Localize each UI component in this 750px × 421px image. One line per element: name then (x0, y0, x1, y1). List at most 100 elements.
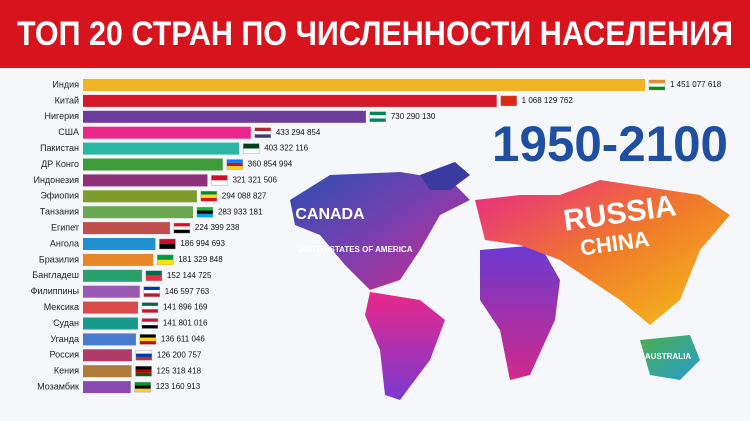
flag-stripe (196, 210, 213, 214)
category-label: Уганда (50, 334, 79, 344)
category-label: Египет (51, 222, 79, 232)
flag-stripe (226, 162, 243, 167)
bar (83, 333, 136, 346)
value-label: 146 597 763 (165, 287, 210, 296)
category-label: ДР Конго (41, 159, 79, 169)
flag-stripe (135, 350, 152, 354)
bar (83, 253, 154, 266)
flag (157, 254, 174, 266)
map-south-america (365, 292, 445, 400)
flag (226, 159, 243, 170)
flag-stripe (145, 270, 162, 276)
flag (200, 191, 218, 202)
category-label: Танзания (40, 207, 79, 217)
value-label: 1 451 077 618 (670, 80, 722, 89)
map-australia (640, 335, 700, 380)
flag (369, 111, 387, 123)
category-label: Мексика (44, 302, 79, 312)
flag-stripe (135, 369, 152, 373)
world-map (290, 162, 730, 400)
flag-stripe (139, 337, 156, 342)
value-label: 152 144 725 (167, 271, 212, 280)
flag-border (134, 381, 151, 393)
flag (141, 302, 159, 313)
bar (83, 222, 170, 235)
flag (141, 318, 159, 329)
flag-stripe (243, 148, 260, 154)
map-greenland (420, 162, 470, 190)
flag-border (243, 143, 260, 154)
flag-stripe (200, 197, 217, 202)
flag-stripe (226, 166, 243, 170)
flag-border (211, 175, 228, 186)
value-label: 125 318 418 (157, 366, 202, 375)
map-eurasia (475, 180, 730, 325)
flag-stripe (226, 159, 243, 163)
flag-border (254, 127, 272, 138)
category-label: Кения (54, 366, 79, 376)
flag-border (135, 366, 152, 377)
bar (83, 174, 208, 187)
flag-stripe (649, 86, 665, 90)
flag-stripe (196, 213, 213, 218)
category-label: Индия (52, 79, 79, 89)
flag-stripe (139, 341, 156, 345)
category-label: Филиппины (31, 286, 79, 296)
flag (648, 79, 666, 91)
category-label: Пакистан (40, 143, 79, 153)
flag-stripe (135, 372, 152, 377)
flag-stripe (141, 302, 158, 306)
flag-stripe (134, 388, 151, 393)
value-label: 136 611 046 (161, 335, 205, 344)
bar (83, 94, 497, 107)
category-label: США (58, 127, 79, 137)
bar (83, 349, 132, 362)
flag-border (200, 191, 218, 202)
flag-border (159, 238, 176, 250)
flag-stripe (369, 118, 386, 122)
flag-stripe (135, 356, 152, 361)
flag-stripe (196, 207, 213, 211)
bar (83, 206, 193, 219)
flag (500, 95, 517, 107)
flag-stripe (157, 259, 174, 265)
flag-stripe (141, 309, 158, 313)
category-label: Бразилия (39, 254, 79, 264)
value-label: 141 896 169 (163, 303, 208, 312)
value-label: 126 200 757 (157, 350, 202, 359)
value-label: 433 294 854 (276, 128, 321, 137)
flag-stripe (369, 115, 386, 119)
bar (83, 269, 142, 282)
flag-stripe (159, 239, 176, 244)
flag-stripe (141, 305, 158, 310)
bar (83, 126, 251, 139)
flag-stripe (141, 321, 158, 326)
flag-stripe (143, 290, 160, 294)
map-north-america (290, 172, 470, 290)
flag-stripe (141, 325, 158, 329)
flag-stripe (200, 194, 217, 198)
category-label: Ангола (50, 238, 79, 248)
bar (83, 381, 131, 394)
flag (135, 366, 152, 377)
bar (83, 285, 140, 298)
map-africa (480, 245, 560, 380)
flag (196, 206, 214, 218)
flag (145, 270, 163, 281)
flag (254, 127, 272, 138)
value-label: 283 933 181 (218, 207, 263, 216)
category-label: Нигерия (44, 111, 79, 121)
flag-stripe (200, 191, 217, 195)
flag (159, 238, 176, 250)
flag-border (145, 270, 163, 281)
flag-stripe (500, 95, 517, 106)
category-label: Эфиопия (40, 191, 79, 201)
value-label: 360 854 994 (248, 160, 293, 169)
flag-border (141, 318, 159, 329)
flag-border (173, 222, 191, 234)
flag-border (369, 111, 387, 123)
category-label: Китай (55, 95, 79, 105)
flag-stripe (173, 223, 190, 227)
flag-border (196, 206, 214, 218)
